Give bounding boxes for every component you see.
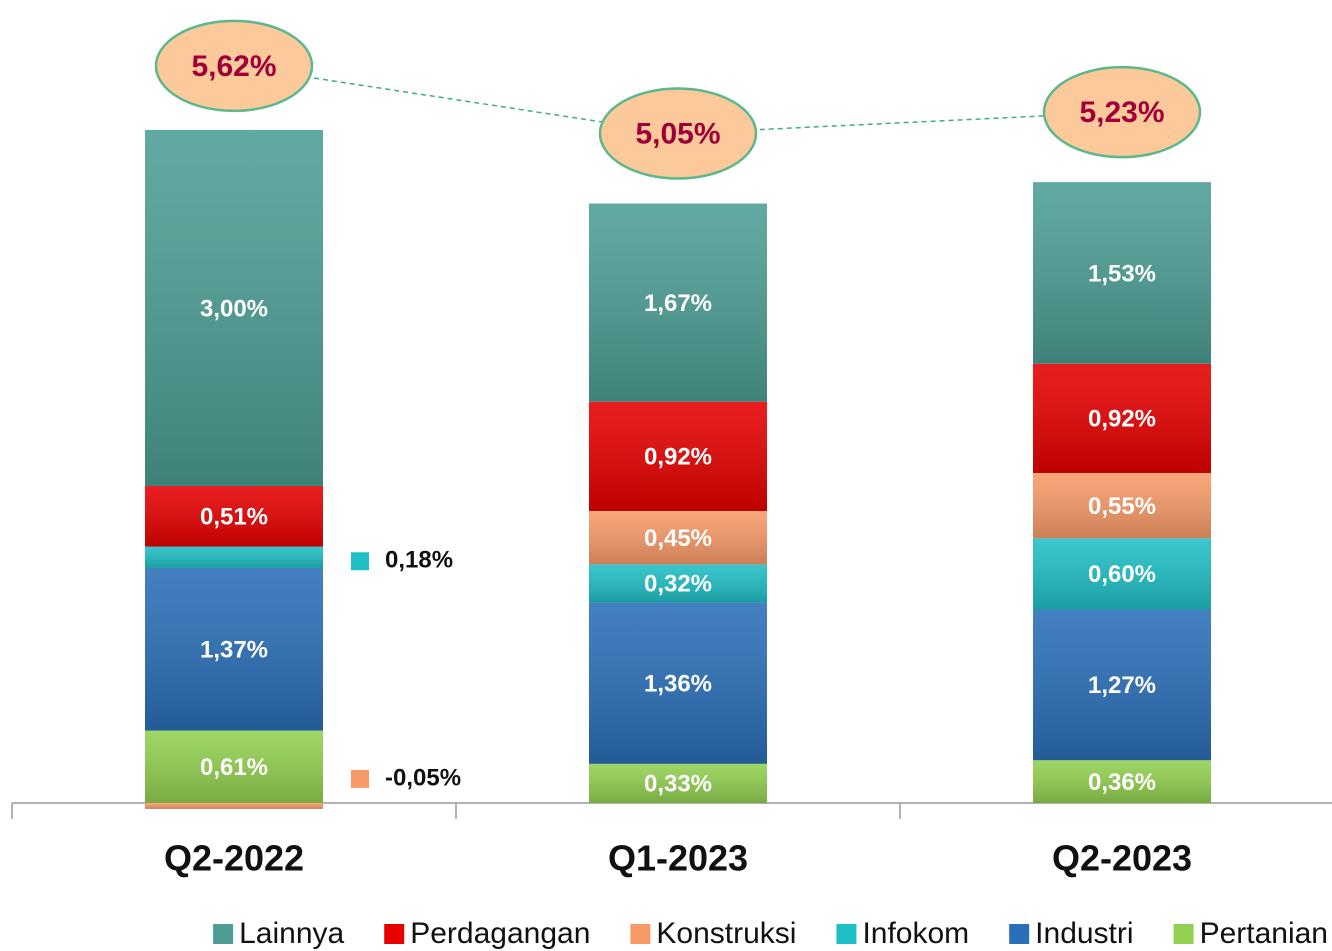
total-label: 5,23% — [1079, 96, 1164, 129]
bar-segment — [1033, 538, 1211, 610]
bar-segment — [589, 401, 767, 511]
total-bubble — [1042, 65, 1202, 159]
data-label: 1,53% — [1088, 260, 1156, 287]
total-label: 5,62% — [191, 50, 276, 83]
bar-shade — [589, 763, 767, 803]
data-label: 0,33% — [644, 771, 712, 798]
x-tick-label: Q2-2022 — [164, 838, 304, 879]
bar-shade — [145, 486, 323, 547]
bar-segment — [589, 564, 767, 603]
legend-label: Perdagangan — [410, 917, 590, 950]
bar-segment — [589, 510, 767, 565]
bar-segment — [589, 763, 767, 803]
legend-label: Konstruksi — [656, 917, 796, 950]
bar-segment — [1033, 182, 1211, 364]
data-label: 0,18% — [385, 547, 453, 574]
bar-segment — [1033, 760, 1211, 803]
legend-swatch — [1173, 924, 1194, 944]
bar-segment — [145, 129, 323, 487]
data-label: 1,36% — [644, 670, 712, 697]
legend-label: Industri — [1035, 917, 1133, 950]
label-swatch — [351, 769, 369, 788]
bar-shade — [145, 129, 323, 487]
data-label: 0,36% — [1088, 769, 1156, 796]
data-label: 0,60% — [1088, 561, 1156, 588]
bar-segment — [145, 802, 323, 809]
bar-shade — [145, 567, 323, 731]
data-label: 0,45% — [644, 525, 712, 552]
data-label: -0,05% — [385, 764, 461, 791]
bar-shade — [1033, 363, 1211, 473]
total-bubble — [598, 87, 758, 180]
bar-shade — [1033, 182, 1211, 364]
legend-swatch — [384, 924, 405, 944]
data-label: 0,51% — [200, 504, 268, 531]
data-label: 0,32% — [644, 571, 712, 598]
data-label: 1,37% — [200, 637, 268, 664]
bar-shade — [145, 802, 323, 809]
bar-shade — [145, 546, 323, 568]
bar-segment — [145, 567, 323, 731]
data-label: 0,92% — [644, 444, 712, 471]
data-label: 0,61% — [200, 754, 268, 781]
bar-shade — [1033, 760, 1211, 803]
bar-segment — [145, 546, 323, 568]
total-label: 5,05% — [635, 117, 720, 150]
legend: Lainnya Perdagangan Konstruksi Infokom Indus… — [213, 917, 1328, 950]
x-tick-label: Q2-2023 — [1052, 838, 1192, 879]
data-label: 0,55% — [1088, 493, 1156, 520]
data-label: 1,27% — [1088, 672, 1156, 699]
bar-segment — [589, 203, 767, 402]
bar-segment — [589, 602, 767, 764]
data-label: 0,92% — [1088, 406, 1156, 433]
legend-swatch — [1009, 924, 1030, 944]
bar-shade — [589, 510, 767, 565]
legend-label: Infokom — [862, 917, 969, 950]
legend-label: Lainnya — [239, 917, 344, 950]
bar-shade — [1033, 609, 1211, 761]
bar-shade — [589, 602, 767, 764]
bar-shade — [589, 401, 767, 511]
data-label: 3,00% — [200, 295, 268, 322]
legend-swatch — [630, 924, 651, 944]
legend-swatch — [836, 924, 857, 944]
legend-label: Pertanian — [1200, 917, 1328, 950]
total-bubble — [154, 19, 314, 113]
data-label: 1,67% — [644, 290, 712, 317]
bar-segment — [1033, 609, 1211, 761]
bar-shade — [1033, 538, 1211, 610]
label-swatch — [351, 552, 369, 571]
bar-segment — [1033, 472, 1211, 539]
bar-segment — [145, 730, 323, 803]
legend-swatch — [213, 924, 234, 944]
bar-shade — [589, 203, 767, 402]
bar-shade — [1033, 472, 1211, 539]
bar-shade — [589, 564, 767, 603]
bar-shade — [145, 730, 323, 803]
x-tick-label: Q1-2023 — [608, 838, 748, 879]
bar-segment — [1033, 363, 1211, 473]
bar-segment — [145, 486, 323, 547]
